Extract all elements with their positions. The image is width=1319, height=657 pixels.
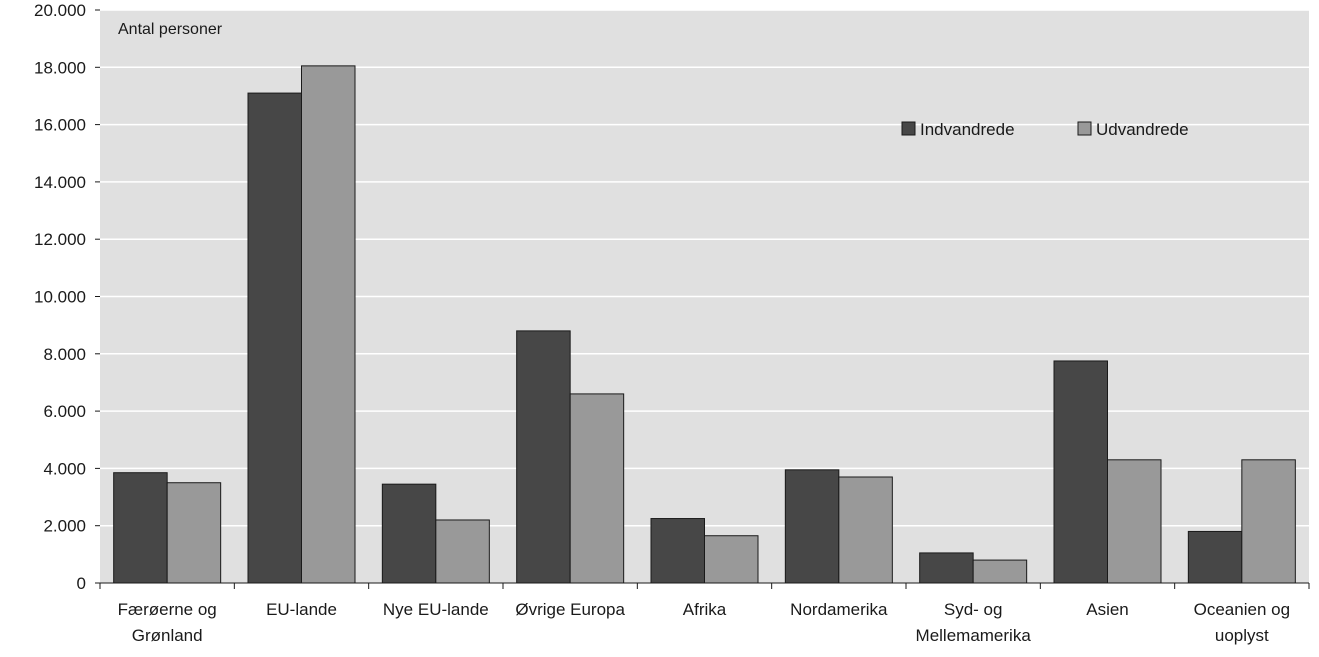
legend-swatch-udvandrede — [1077, 121, 1092, 136]
bar-indvandrede — [247, 92, 302, 584]
bar-udvandrede — [1107, 459, 1162, 584]
y-tick-label: 4.000 — [43, 459, 86, 478]
y-tick-label: 0 — [77, 574, 86, 593]
y-tick-label: 8.000 — [43, 345, 86, 364]
bar-indvandrede — [113, 472, 168, 584]
bar-indvandrede — [1053, 360, 1108, 584]
legend-label-udvandrede: Udvandrede — [1096, 120, 1189, 139]
bar-udvandrede — [166, 482, 222, 584]
x-tick-label: Færøerne og Grønland — [118, 600, 217, 645]
x-tick-label: Afrika — [683, 600, 727, 619]
bar-indvandrede — [381, 483, 437, 584]
x-tick-label: Syd- og Mellemamerika — [916, 600, 1032, 645]
x-tick-label: Øvrige Europa — [515, 600, 625, 619]
legend-swatch-indvandrede — [901, 121, 916, 136]
x-tick-label: EU-lande — [266, 600, 337, 619]
bar-indvandrede — [1187, 530, 1243, 584]
y-tick-label: 12.000 — [34, 230, 86, 249]
y-tick-label: 16.000 — [34, 116, 86, 135]
x-axis-labels: Færøerne og Grønland EU-lande Nye EU-lande Ø… — [99, 583, 1310, 645]
bar-udvandrede — [569, 393, 625, 584]
x-tick-label: Nordamerika — [790, 600, 888, 619]
bar-udvandrede — [1241, 459, 1296, 584]
bar-udvandrede — [838, 476, 893, 584]
bars — [113, 65, 1296, 584]
legend-label-indvandrede: Indvandrede — [920, 120, 1015, 139]
y-axis-ticks: 0 2.000 4.000 6.000 8.000 10.000 12.000 14.000 1… — [34, 1, 100, 593]
bar-indvandrede — [784, 469, 840, 584]
y-tick-label: 14.000 — [34, 173, 86, 192]
y-tick-label: 6.000 — [43, 402, 86, 421]
legend: Indvandrede Udvandrede — [901, 120, 1189, 139]
y-tick-label: 2.000 — [43, 517, 86, 536]
x-tick-label: Oceanien og uoplyst — [1194, 600, 1290, 645]
y-axis-title: Antal personer — [118, 21, 223, 38]
bar-indvandrede — [650, 518, 705, 584]
x-tick-label: Nye EU-lande — [383, 600, 489, 619]
x-tick-label: Asien — [1086, 600, 1129, 619]
y-tick-label: 18.000 — [34, 58, 86, 77]
y-tick-label: 10.000 — [34, 288, 86, 307]
bar-udvandrede — [301, 65, 356, 584]
bar-indvandrede — [516, 330, 571, 584]
bar-udvandrede — [435, 519, 490, 584]
bar-udvandrede — [972, 559, 1028, 584]
bar-indvandrede — [919, 552, 974, 584]
y-tick-label: 20.000 — [34, 1, 86, 20]
bar-udvandrede — [704, 535, 759, 584]
